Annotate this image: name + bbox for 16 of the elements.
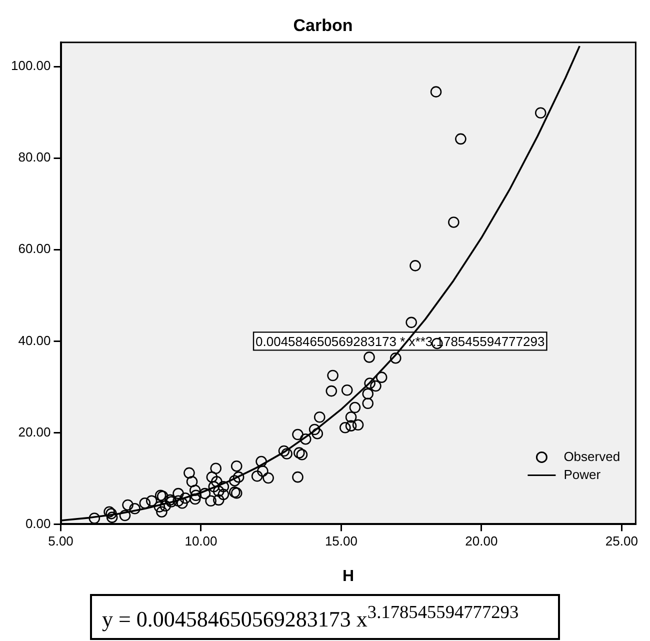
- x-tick-label: 25.00: [605, 534, 638, 549]
- x-tick-label: 15.00: [324, 534, 358, 549]
- y-tick-label: 100.00: [10, 58, 51, 74]
- x-axis-title: H: [342, 568, 354, 585]
- y-tick-label: 80.00: [18, 150, 51, 165]
- y-tick-label: 20.00: [18, 424, 51, 440]
- y-tick-label: 60.00: [18, 241, 51, 256]
- x-tick-label: 20.00: [465, 534, 498, 549]
- y-tick-label: 0.00: [25, 516, 51, 531]
- y-tick-label: 40.00: [18, 332, 51, 348]
- x-tick-label: 5.00: [48, 534, 74, 549]
- x-tick-label: 10.00: [184, 534, 218, 549]
- legend-label: Power: [564, 466, 602, 482]
- legend-label: Observed: [564, 448, 620, 464]
- text: y = 0.004584650569283173 x$^{3.178545594777293}$: [90, 594, 560, 640]
- chart-title: Carbon: [293, 16, 353, 35]
